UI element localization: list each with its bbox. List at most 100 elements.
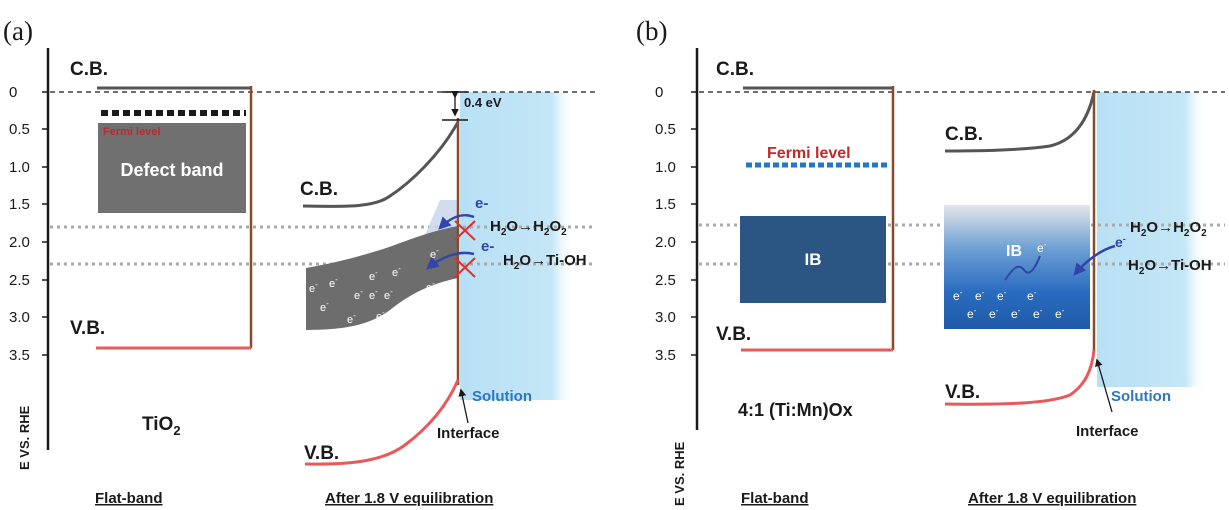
- y-tick-2-5: 2.5: [655, 272, 676, 289]
- blocked-cross-1: [454, 220, 476, 241]
- y-tick-0: 0: [9, 84, 17, 101]
- electron-1: e-: [953, 288, 963, 303]
- y-tick-marks: [691, 91, 697, 356]
- solution-region: [1097, 92, 1207, 387]
- electron-1: e-: [309, 280, 318, 295]
- y-tick-1-0: 1.0: [655, 159, 676, 176]
- electron-4: e-: [1027, 288, 1037, 303]
- panel-b: (b) 0 0.5 1.0 1.5 2.0 2.5 3.0 3.5 E VS. …: [636, 16, 1225, 507]
- reaction-h2o2: H2O→H2O2: [490, 218, 567, 238]
- flat-fermi-label: Fermi level: [103, 126, 160, 138]
- after-caption: After 1.8 V equilibration: [325, 490, 493, 507]
- interface-pointer: [458, 388, 469, 424]
- electron-label-1: e-: [475, 195, 488, 212]
- interface-label: Interface: [1076, 423, 1139, 440]
- solution-label: Solution: [1111, 388, 1171, 405]
- solution-region: [460, 92, 575, 400]
- after-caption: After 1.8 V equilibration: [968, 490, 1136, 507]
- bent-cb-label: C.B.: [945, 124, 983, 145]
- electron-3: e-: [997, 288, 1007, 303]
- y-tick-3-0: 3.0: [655, 309, 676, 326]
- bent-defect-band: [306, 226, 458, 330]
- flat-fermi-label: Fermi level: [767, 145, 851, 162]
- defect-electrons: e- e- e- e- e- e- e- e- e- e- e- e- e-: [309, 246, 439, 326]
- electron-13: e-: [426, 279, 435, 294]
- electron-10: e-: [1037, 240, 1047, 255]
- reaction-tioh: H2O→Ti-OH: [503, 252, 587, 272]
- bent-cb-label: C.B.: [300, 179, 338, 200]
- transfer-electron-label: e-: [1115, 234, 1126, 250]
- bent-conduction-band: [944, 91, 1096, 153]
- flat-vb-label: V.B.: [716, 324, 751, 345]
- y-tick-1-0: 1.0: [9, 159, 30, 176]
- panel-b-label: (b): [636, 16, 667, 46]
- electron-9: e-: [1055, 306, 1065, 321]
- offset-label: 0.4 eV: [464, 95, 502, 110]
- electron-12: e-: [376, 308, 385, 323]
- y-tick-labels: 0 0.5 1.0 1.5 2.0 2.5 3.0 3.5: [655, 84, 676, 364]
- material-label: 4:1 (Ti:Mn)Ox: [738, 400, 853, 420]
- reaction-h2o2: H2O→H2O2: [1130, 219, 1207, 239]
- interface-pointer: [1094, 358, 1113, 413]
- bent-valence-band: [304, 379, 460, 466]
- y-tick-0-5: 0.5: [655, 121, 676, 138]
- transfer-arrow-2: [426, 251, 475, 270]
- y-tick-3-5: 3.5: [9, 347, 30, 364]
- blocked-cross-2: [454, 257, 476, 278]
- flat-band-caption: Flat-band: [741, 490, 809, 507]
- electron-7: e-: [1011, 306, 1021, 321]
- y-tick-0-5: 0.5: [9, 121, 30, 138]
- electron-8: e-: [384, 287, 393, 302]
- panel-a: (a) 0 0.5 1.0 1.5 2.0 2.5 3.0 3.5 E VS. …: [3, 16, 595, 507]
- y-tick-0: 0: [655, 84, 663, 101]
- electron-wave-arrow: [1004, 255, 1041, 281]
- electron-2: e-: [975, 288, 985, 303]
- electron-11: e-: [347, 311, 356, 326]
- y-tick-labels: 0 0.5 1.0 1.5 2.0 2.5 3.0 3.5: [9, 84, 30, 364]
- electron-6: e-: [989, 306, 999, 321]
- electron-label-2: e-: [481, 238, 494, 255]
- flat-intermediate-band: [740, 216, 886, 303]
- bent-valence-band: [944, 349, 1096, 406]
- electron-2: e-: [329, 275, 338, 290]
- material-label: TiO2: [142, 414, 181, 438]
- y-axis-label: E VS. RHE: [672, 441, 687, 506]
- bent-vb-label: V.B.: [945, 382, 980, 403]
- y-tick-2-5: 2.5: [9, 272, 30, 289]
- electron-5: e-: [967, 306, 977, 321]
- transfer-arrow: [1073, 244, 1116, 276]
- flat-cb-label: C.B.: [70, 59, 108, 80]
- panel-a-label: (a): [3, 16, 33, 46]
- bent-vb-label: V.B.: [304, 443, 339, 464]
- flat-band-caption: Flat-band: [95, 490, 163, 507]
- electron-3: e-: [369, 268, 378, 283]
- interface-label: Interface: [437, 425, 500, 442]
- y-tick-2-0: 2.0: [9, 234, 30, 251]
- electron-8: e-: [1033, 306, 1043, 321]
- y-tick-2-0: 2.0: [655, 234, 676, 251]
- flat-cb-label: C.B.: [716, 59, 754, 80]
- electron-7: e-: [369, 287, 378, 302]
- y-tick-3-0: 3.0: [9, 309, 30, 326]
- bent-conduction-band: [302, 121, 460, 208]
- y-axis-label: E VS. RHE: [17, 405, 32, 470]
- y-tick-3-5: 3.5: [655, 347, 676, 364]
- y-tick-1-5: 1.5: [655, 196, 676, 213]
- solution-label: Solution: [472, 388, 532, 405]
- defect-band: [98, 123, 246, 213]
- electron-5: e-: [430, 246, 439, 261]
- transfer-arrow-1: [438, 213, 475, 230]
- y-tick-marks: [42, 91, 48, 356]
- eq-ib-label: IB: [1006, 243, 1022, 260]
- electron-10: e-: [394, 301, 403, 316]
- electron-9: e-: [320, 299, 329, 314]
- defect-band-label: Defect band: [120, 160, 223, 180]
- electron-4: e-: [392, 264, 401, 279]
- ib-electrons: e- e- e- e- e- e- e- e- e- e-: [953, 240, 1065, 321]
- reaction-tioh: H2O→Ti-OH: [1128, 257, 1212, 277]
- flat-vb-label: V.B.: [70, 318, 105, 339]
- flat-ib-label: IB: [805, 250, 822, 269]
- y-tick-1-5: 1.5: [9, 196, 30, 213]
- electron-6: e-: [354, 287, 363, 302]
